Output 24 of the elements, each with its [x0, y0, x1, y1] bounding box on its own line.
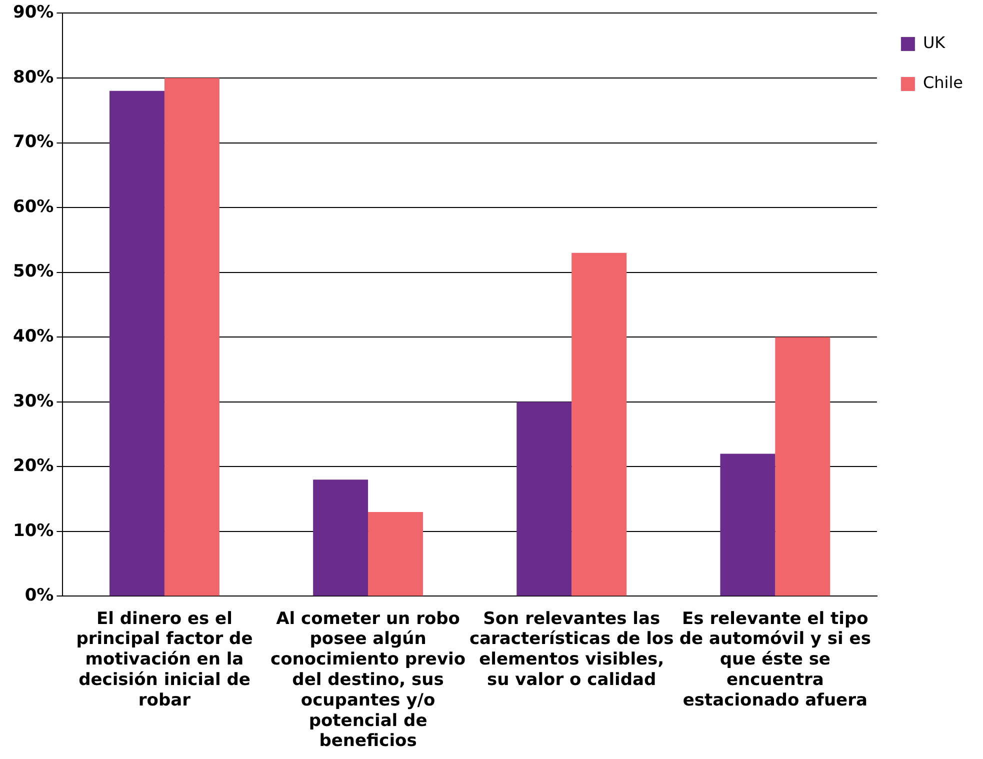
bar [720, 454, 776, 596]
x-tick-label: Al cometer un robo posee algún conocimiento previo del destino, sus ocupantes y/o potencial de beneficios [270, 608, 466, 752]
y-tick-label: 0% [24, 586, 54, 606]
x-tick-label: Son relevantes las características de los elementos visibles, su valor o calidad [469, 608, 674, 690]
bar [313, 480, 368, 596]
x-tick-label: Es relevante el tipo de automóvil y si es que éste se encuentra estacionado afuera [679, 608, 871, 710]
x-tick-label: El dinero es el principal factor de motivación en la decisión inicial de robar [76, 608, 253, 710]
bar [164, 78, 220, 596]
y-tick-label: 80% [12, 67, 54, 88]
bar [516, 402, 572, 596]
bar [572, 252, 627, 596]
y-tick-label: 10% [12, 520, 54, 541]
y-tick-label: 30% [12, 391, 54, 412]
legend-label: Chile [922, 73, 963, 92]
y-tick-label: 60% [12, 196, 54, 217]
y-tick-label: 20% [12, 456, 54, 476]
y-tick-label: 50% [12, 262, 54, 282]
bar [368, 512, 423, 596]
bar [775, 337, 830, 596]
y-tick-label: 70% [12, 132, 54, 152]
y-tick-label: 40% [12, 326, 54, 347]
y-tick-label: 90% [12, 2, 54, 23]
legend-label: UK [922, 33, 946, 52]
bar [110, 90, 164, 596]
